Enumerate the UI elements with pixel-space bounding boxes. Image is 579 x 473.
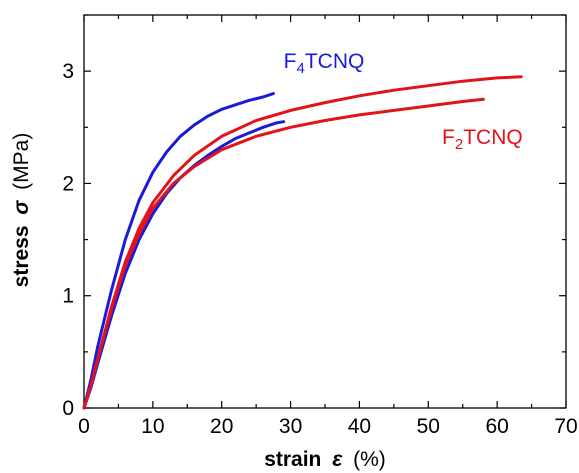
y-tick-label: 3 — [62, 60, 74, 83]
curve-label: F2TCNQ — [442, 126, 523, 153]
x-tick-label: 60 — [485, 415, 508, 438]
x-axis-symbol: ε — [332, 448, 343, 471]
x-axis-unit: (%) — [353, 448, 386, 471]
x-tick-label: 20 — [210, 415, 233, 438]
x-axis-word: strain — [264, 448, 321, 471]
y-axis-word: stress — [10, 225, 33, 287]
y-axis-title: stress σ (MPa) — [10, 133, 33, 288]
x-axis-title: strain ε (%) — [264, 448, 386, 471]
data-series — [82, 75, 523, 410]
y-axis-symbol: σ — [10, 200, 33, 215]
series-line-4 — [82, 97, 485, 410]
series-line-1 — [82, 92, 275, 410]
curve-label: F4TCNQ — [284, 50, 365, 77]
plot-frame — [83, 14, 567, 409]
x-tick-label: 0 — [78, 415, 90, 438]
x-tick-label: 40 — [348, 415, 371, 438]
y-axis-unit: (MPa) — [10, 133, 33, 190]
x-tick-label: 70 — [554, 415, 577, 438]
x-tick-label: 50 — [417, 415, 440, 438]
y-tick-label: 2 — [62, 172, 74, 195]
x-tick-label: 30 — [279, 415, 302, 438]
y-tick-label: 0 — [62, 397, 74, 420]
x-tick-label: 10 — [141, 415, 164, 438]
curve-labels: F4TCNQ F2TCNQ — [284, 50, 523, 153]
y-tick-label: 1 — [62, 285, 74, 308]
axis-ticks: 0 10 20 30 40 50 60 70 0 1 2 3 — [62, 14, 578, 438]
series-line-3 — [82, 75, 523, 410]
